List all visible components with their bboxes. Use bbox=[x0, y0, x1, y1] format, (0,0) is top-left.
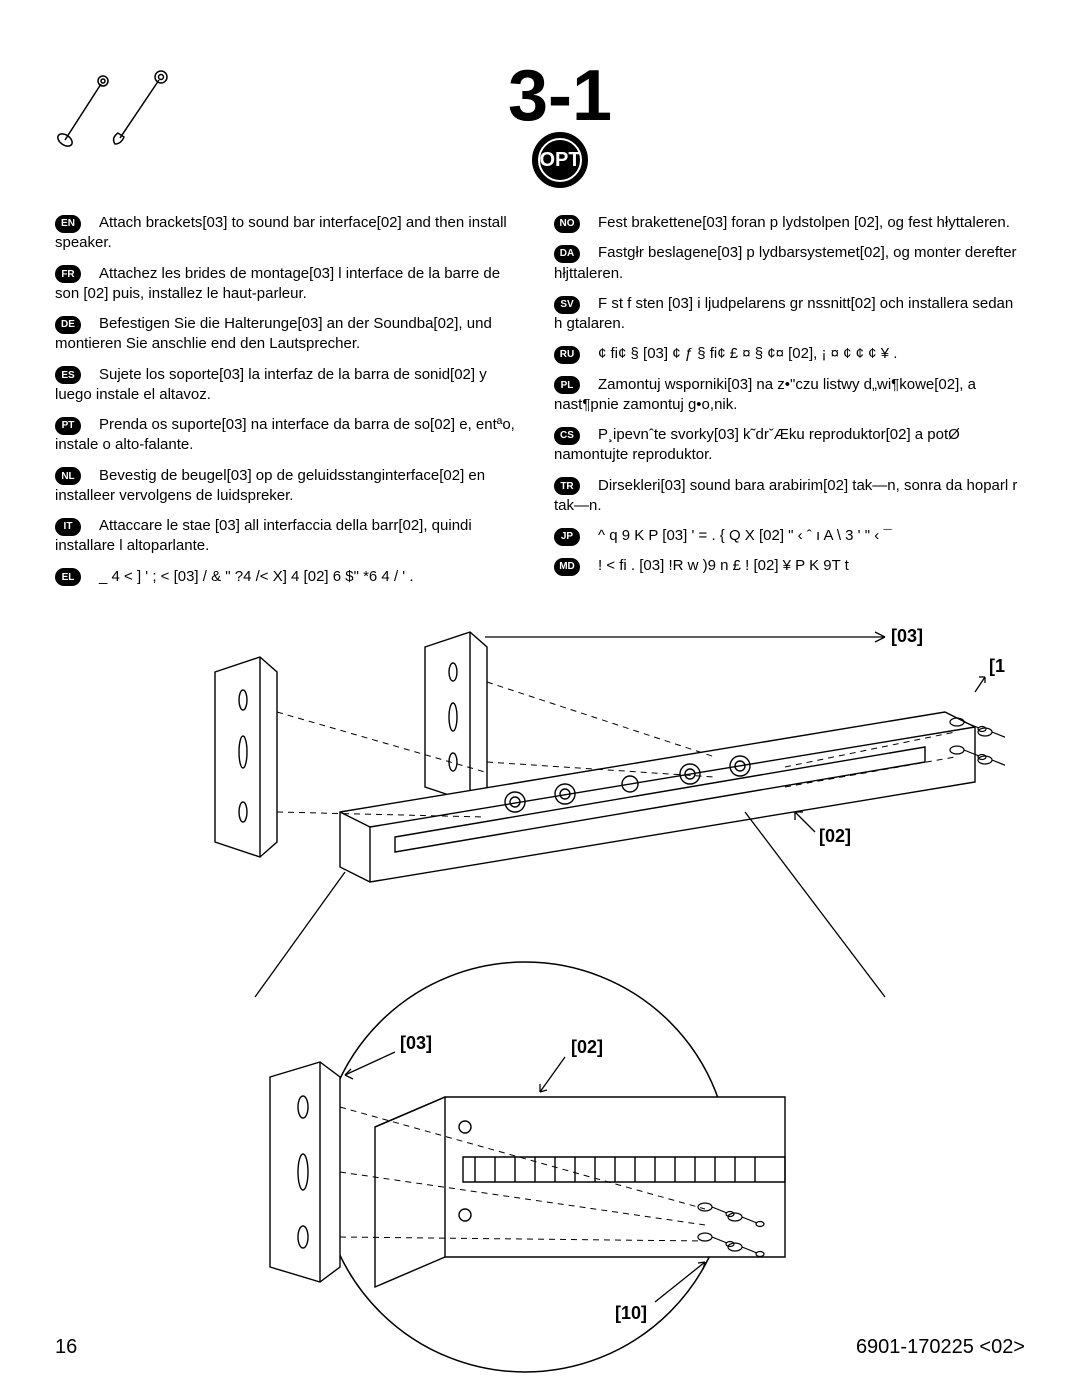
lang-badge: EL bbox=[55, 568, 81, 586]
instruction-row-jp: JP ^ q 9 K P [03] ' = . { Q X [02] " ‹ ˆ … bbox=[554, 526, 1025, 546]
instruction-text: Attaccare le stae [03] all interfaccia d… bbox=[55, 517, 472, 554]
instruction-text: Befestigen Sie die Halterunge[03] an der… bbox=[55, 315, 492, 352]
callout-02-top: [02] bbox=[819, 826, 851, 846]
instruction-text: Attachez les brides de montage[03] l int… bbox=[55, 265, 500, 302]
instruction-row-el: EL _ 4 < ] ' ; < [03] / & " ?4 /< X] 4 [0… bbox=[55, 567, 526, 587]
step-number: 3-1 bbox=[215, 60, 905, 132]
callout-10-bottom: [10] bbox=[615, 1303, 647, 1323]
instruction-text: Attach brackets[03] to sound bar interfa… bbox=[55, 214, 507, 251]
page-number: 16 bbox=[55, 1336, 77, 1359]
page-footer: 16 6901-170225 <02> bbox=[55, 1336, 1025, 1359]
lang-badge: NL bbox=[55, 467, 81, 485]
diagram-top: [03] [10] [02] bbox=[185, 612, 1005, 1007]
tools-icon-group bbox=[55, 60, 175, 150]
diagram-bottom: [03] [02] [10] bbox=[145, 957, 905, 1382]
instruction-text: ¢ fi¢ § [03] ¢ ƒ § fi¢ £ ¤ § ¢¤ [02], ¡ … bbox=[598, 345, 897, 362]
instruction-row-ru: RU ¢ fi¢ § [03] ¢ ƒ § fi¢ £ ¤ § ¢¤ [02], … bbox=[554, 344, 1025, 364]
instruction-row-en: ENAttach brackets[03] to sound bar inter… bbox=[55, 213, 526, 254]
step-label: 3-1 OPT bbox=[215, 60, 905, 188]
lang-badge: RU bbox=[554, 346, 580, 364]
document-code: 6901-170225 <02> bbox=[856, 1336, 1025, 1359]
instruction-text: ! < fi . [03] !R w )9 n £ ! [02] ¥ P K 9… bbox=[598, 557, 849, 574]
instruction-row-sv: SVF st f sten [03] i ljudpelarens gr nss… bbox=[554, 294, 1025, 335]
instruction-text: ^ q 9 K P [03] ' = . { Q X [02] " ‹ ˆ ı … bbox=[598, 527, 892, 544]
lang-badge: FR bbox=[55, 265, 81, 283]
callout-03-bottom: [03] bbox=[400, 1033, 432, 1053]
lang-badge: PT bbox=[55, 417, 81, 435]
instruction-row-nl: NLBevestig de beugel[03] op de geluidsst… bbox=[55, 466, 526, 507]
instruction-row-fr: FRAttachez les brides de montage[03] l i… bbox=[55, 264, 526, 305]
lang-badge: MD bbox=[554, 558, 580, 576]
instruction-row-md: MD ! < fi . [03] !R w )9 n £ ! [02] ¥ P K… bbox=[554, 556, 1025, 576]
instruction-row-it: ITAttaccare le stae [03] all interfaccia… bbox=[55, 516, 526, 557]
instruction-text: Sujete los soporte[03] la interfaz de la… bbox=[55, 366, 487, 403]
instruction-row-no: NO Fest brakettene[03] foran p lydstolpen… bbox=[554, 213, 1025, 233]
lang-badge: CS bbox=[554, 427, 580, 445]
instruction-row-es: ESSujete los soporte[03] la interfaz de … bbox=[55, 365, 526, 406]
instruction-text: Zamontuj wsporniki[03] na z•"czu listwy … bbox=[554, 376, 976, 413]
callout-02-bottom: [02] bbox=[571, 1037, 603, 1057]
callout-10-top: [10] bbox=[989, 656, 1005, 676]
instruction-row-tr: TRDirsekleri[03] sound bara arabirim[02]… bbox=[554, 476, 1025, 517]
instruction-text: Fastgłr beslagene[03] p lydbarsystemet[0… bbox=[554, 244, 1017, 281]
instruction-columns: ENAttach brackets[03] to sound bar inter… bbox=[55, 213, 1025, 592]
lang-badge: NO bbox=[554, 215, 580, 233]
instruction-text: Fest brakettene[03] foran p lydstolpen [… bbox=[598, 214, 1010, 231]
lang-badge: EN bbox=[55, 215, 81, 233]
instruction-text: Dirsekleri[03] sound bara arabirim[02] t… bbox=[554, 477, 1017, 514]
instruction-text: Prenda os suporte[03] na interface da ba… bbox=[55, 416, 515, 453]
lang-badge: PL bbox=[554, 376, 580, 394]
instruction-text: Bevestig de beugel[03] op de geluidsstan… bbox=[55, 467, 485, 504]
instruction-text: P¸ipevnˆte svorky[03] k˜drˇÆku reprodukt… bbox=[554, 426, 960, 463]
instruction-row-pt: PTPrenda os suporte[03] na interface da … bbox=[55, 415, 526, 456]
lang-badge: DE bbox=[55, 316, 81, 334]
lang-badge: SV bbox=[554, 296, 580, 314]
instruction-row-pl: PLZamontuj wsporniki[03] na z•"czu listw… bbox=[554, 375, 1025, 416]
instruction-row-cs: CSP¸ipevnˆte svorky[03] k˜drˇÆku reprodu… bbox=[554, 425, 1025, 466]
instruction-row-da: DAFastgłr beslagene[03] p lydbarsystemet… bbox=[554, 243, 1025, 284]
lang-badge: JP bbox=[554, 528, 580, 546]
assembly-diagrams: [03] [10] [02] bbox=[55, 612, 1025, 1392]
step-header: 3-1 OPT bbox=[55, 60, 1025, 188]
lang-badge: TR bbox=[554, 477, 580, 495]
instruction-text: F st f sten [03] i ljudpelarens gr nssni… bbox=[554, 295, 1013, 332]
instruction-row-de: DEBefestigen Sie die Halterunge[03] an d… bbox=[55, 314, 526, 355]
lang-badge: ES bbox=[55, 366, 81, 384]
callout-03-top: [03] bbox=[891, 626, 923, 646]
lang-badge: IT bbox=[55, 518, 81, 536]
instruction-text: _ 4 < ] ' ; < [03] / & " ?4 /< X] 4 [02]… bbox=[99, 568, 413, 585]
lang-badge: DA bbox=[554, 245, 580, 263]
screwdriver-wrench-icon bbox=[55, 60, 175, 150]
